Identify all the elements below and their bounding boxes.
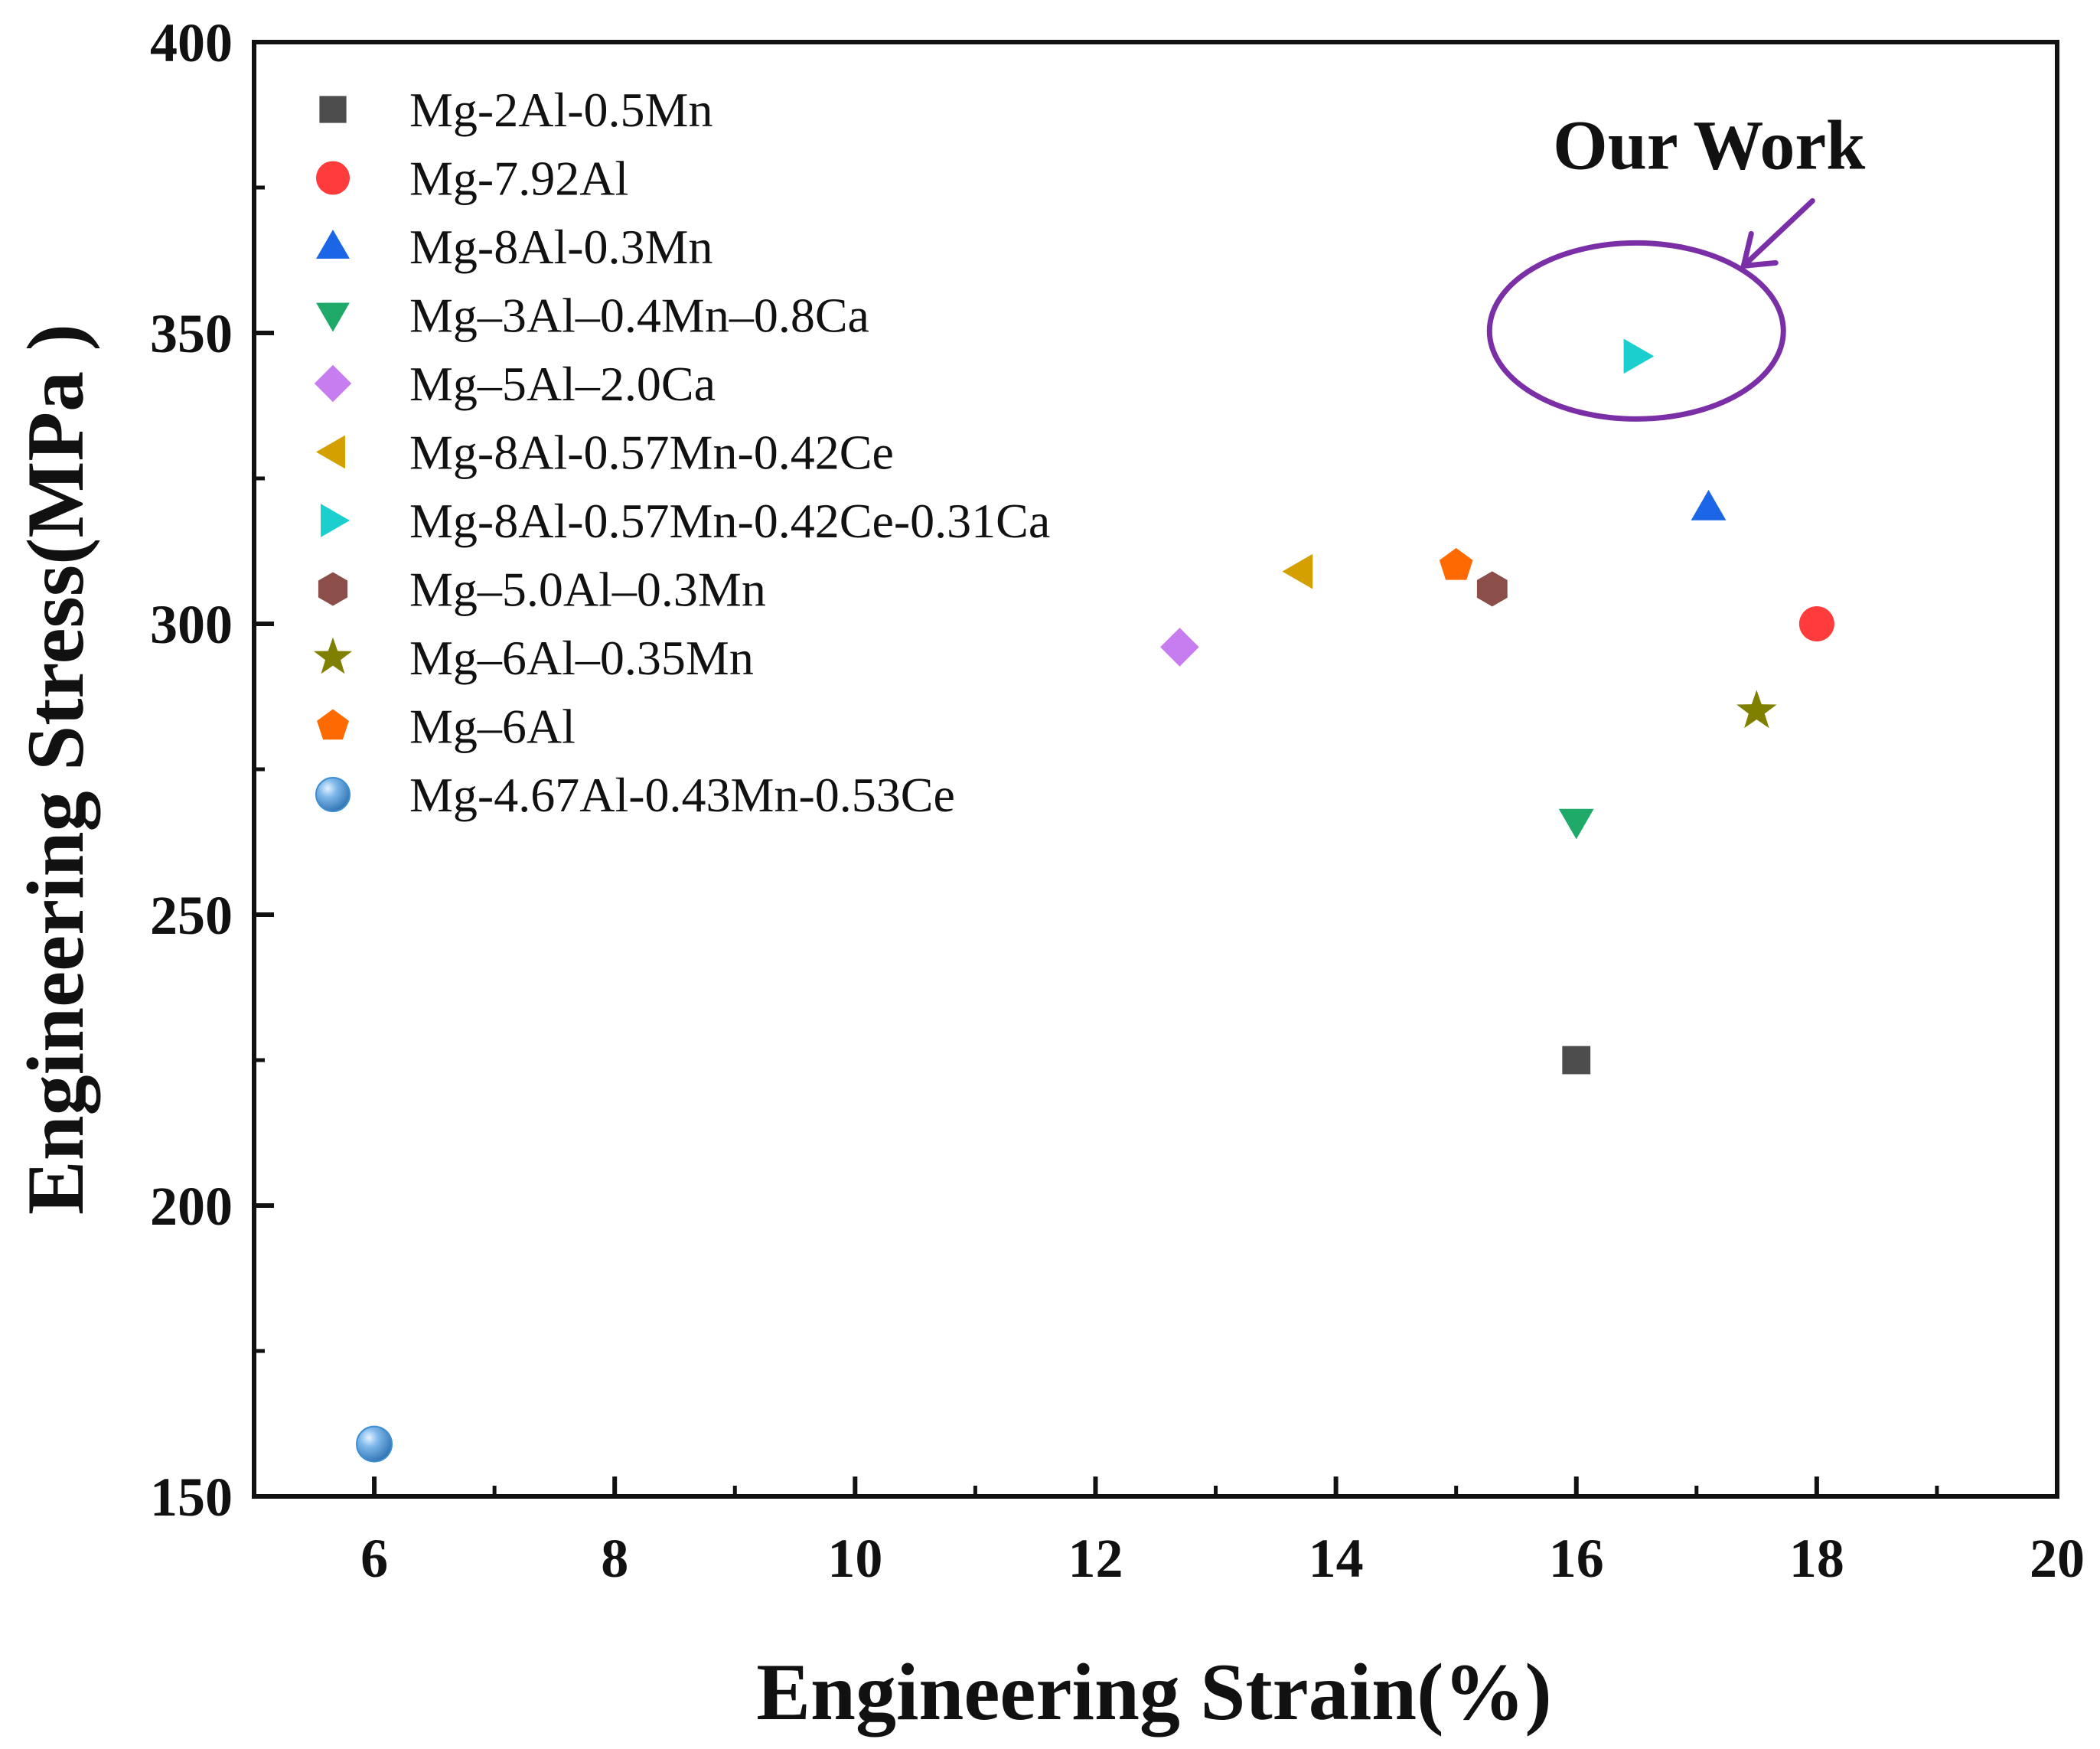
legend-marker-circle — [316, 161, 350, 195]
y-tick-label: 300 — [150, 594, 233, 655]
point-mg-6al-0-35mn — [1736, 690, 1777, 729]
legend-label: Mg–3Al–0.4Mn–0.8Ca — [409, 289, 869, 343]
point-mg-3al-0-4mn-0-8ca — [1558, 808, 1594, 840]
legend-marker-square — [319, 96, 347, 123]
y-tick-label: 350 — [150, 303, 233, 364]
legend-marker-triangle-up — [316, 230, 350, 259]
legend-label: Mg-8Al-0.57Mn-0.42Ce-0.31Ca — [409, 494, 1050, 548]
legend-label: Mg–6Al–0.35Mn — [409, 631, 754, 685]
annotation-arrow — [1740, 197, 1815, 269]
legend-marker-triangle-left — [316, 435, 345, 469]
annotation-label: Our Work — [1553, 106, 1866, 184]
y-tick-label: 250 — [150, 885, 233, 946]
point-mg-8al-0-3mn — [1691, 490, 1727, 520]
x-tick-label: 16 — [1549, 1528, 1604, 1589]
x-tick-label: 14 — [1309, 1528, 1364, 1589]
point-mg-5-0al-0-3mn — [1476, 571, 1508, 607]
y-tick-label: 400 — [150, 12, 233, 73]
x-tick-label: 12 — [1068, 1528, 1123, 1589]
plot-frame — [252, 40, 2059, 1499]
legend-label: Mg-8Al-0.3Mn — [409, 220, 712, 274]
legend-label: Mg-2Al-0.5Mn — [409, 83, 712, 137]
point-mg-4-67al-0-43mn-0-53ce — [356, 1425, 393, 1463]
y-tick-label: 150 — [150, 1467, 233, 1528]
legend-marker-diamond — [314, 364, 352, 403]
data-points — [356, 338, 1834, 1463]
legend-label: Mg-8Al-0.57Mn-0.42Ce — [409, 426, 894, 480]
legend-marker-star — [313, 637, 353, 674]
annotation-arrowhead — [1740, 230, 1779, 269]
legend: Mg-2Al-0.5Mn Mg-7.92Al Mg-8Al-0.3Mn Mg–3Al–… — [313, 83, 1050, 822]
ticks-layer: 6 8 10 12 14 16 18 20 150 200 250 300 350 400 — [150, 12, 2085, 1589]
y-axis-title: Engineering Stress(MPa ) — [11, 324, 100, 1215]
legend-marker-pentagon — [317, 709, 349, 740]
point-mg-5al-2-0ca — [1160, 628, 1199, 667]
point-mg-8al-0-57mn-0-42ce — [1282, 553, 1313, 589]
legend-marker-hexagon — [318, 572, 348, 606]
point-mg-2al-0-5mn — [1562, 1046, 1591, 1075]
legend-label: Mg-4.67Al-0.43Mn-0.53Ce — [409, 768, 955, 822]
highlight-ellipse — [1486, 240, 1786, 422]
x-tick-label: 8 — [601, 1528, 628, 1589]
legend-label: Mg–6Al — [409, 700, 576, 754]
x-tick-label: 10 — [827, 1528, 882, 1589]
legend-marker-triangle-down — [316, 302, 350, 332]
annotation-our-work: Our Work — [1486, 106, 1866, 422]
point-mg-7-92al — [1798, 606, 1834, 641]
x-tick-label: 18 — [1789, 1528, 1844, 1589]
legend-marker-triangle-right — [321, 504, 350, 537]
point-mg-6al — [1439, 548, 1473, 580]
x-axis-title: Engineering Strain(%) — [756, 1647, 1551, 1737]
x-tick-label: 20 — [2030, 1528, 2085, 1589]
legend-label: Mg-7.92Al — [409, 152, 628, 206]
x-tick-label: 6 — [360, 1528, 388, 1589]
y-tick-label: 200 — [150, 1176, 233, 1237]
legend-label: Mg–5.0Al–0.3Mn — [409, 563, 766, 617]
legend-marker-sphere — [315, 777, 351, 812]
legend-label: Mg–5Al–2.0Ca — [409, 357, 716, 411]
point-mg-8al-0-57mn-0-42ce-0-31ca — [1623, 338, 1655, 374]
